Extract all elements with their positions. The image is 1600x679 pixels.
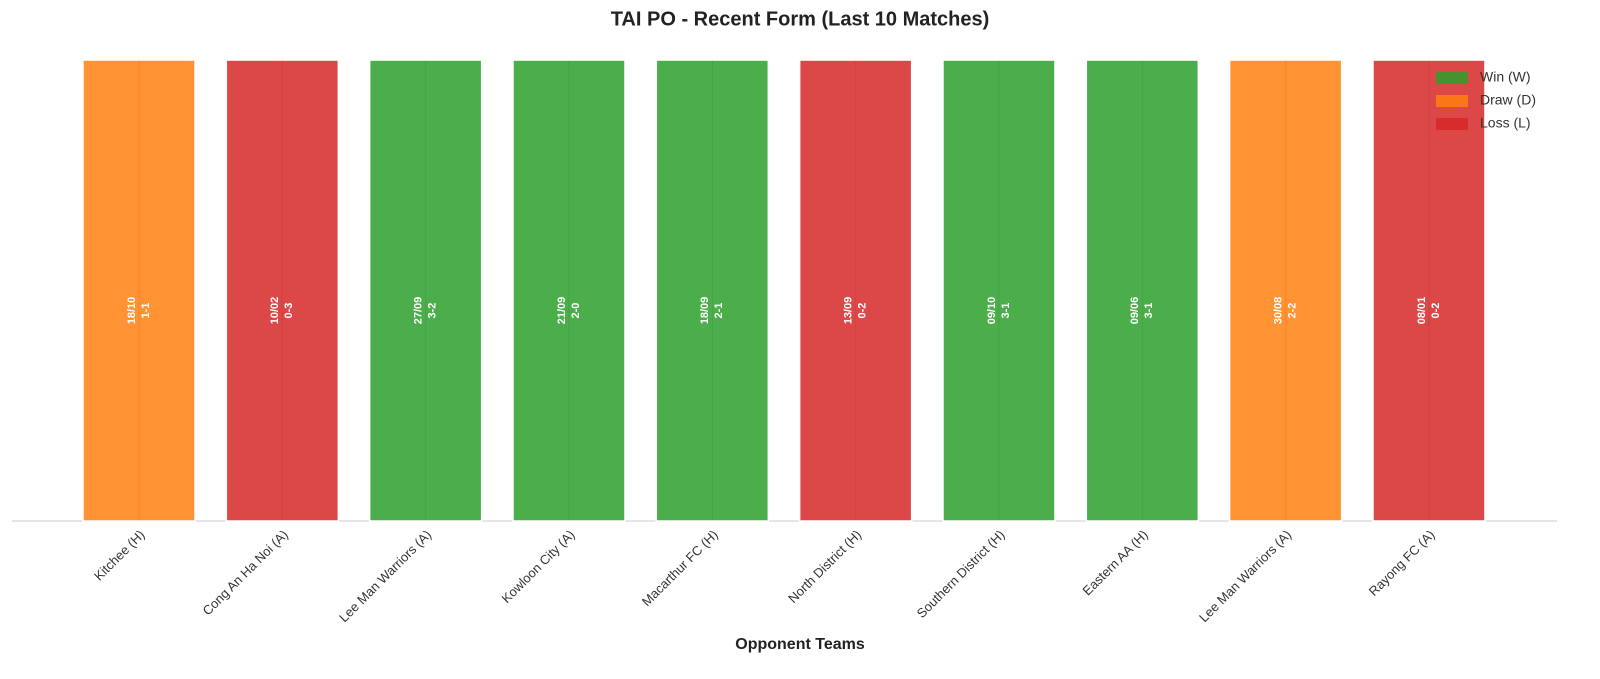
bar-date-label: 30/08: [1273, 297, 1285, 325]
x-tick-label: Lee Man Warriors (A): [1196, 527, 1294, 625]
bar: [368, 59, 483, 522]
bar-score-label: 3-1: [1143, 303, 1155, 319]
bar: [655, 59, 770, 522]
bar-date-label: 21/09: [556, 297, 568, 325]
bar-score-label: 1-1: [140, 303, 152, 319]
bar: [225, 59, 340, 522]
x-tick-label: Kowloon City (A): [498, 527, 577, 606]
legend-swatch: [1436, 72, 1468, 84]
legend-label: Draw (D): [1480, 92, 1536, 108]
bar: [798, 59, 913, 522]
x-tick-label: Cong An Ha Noi (A): [200, 527, 291, 618]
bar-score-label: 3-2: [427, 303, 439, 319]
bar-date-label: 27/09: [413, 297, 425, 325]
bar: [1228, 59, 1343, 522]
legend-label: Loss (L): [1480, 115, 1531, 131]
bar-date-label: 18/09: [699, 297, 711, 325]
chart-title: TAI PO - Recent Form (Last 10 Matches): [611, 8, 990, 30]
bar: [942, 59, 1056, 522]
bar-date-label: 18/10: [126, 297, 138, 325]
bar-score-label: 2-0: [570, 303, 582, 319]
legend-swatch: [1436, 118, 1468, 130]
x-tick-label: Macarthur FC (H): [639, 527, 721, 609]
bar-score-label: 0-2: [857, 303, 869, 319]
bar-date-label: 09/10: [986, 297, 998, 325]
bar-score-label: 0-2: [1430, 303, 1442, 319]
bar-score-label: 3-1: [1000, 303, 1012, 319]
bar-score-label: 0-3: [283, 303, 295, 319]
legend-label: Win (W): [1480, 69, 1531, 85]
bar-score-label: 2-1: [713, 303, 725, 319]
bar-date-label: 10/02: [269, 297, 281, 325]
bar-score-label: 2-2: [1287, 303, 1299, 319]
x-axis-label: Opponent Teams: [735, 636, 865, 653]
bar: [82, 59, 196, 522]
bar: [1085, 59, 1200, 522]
x-tick-label: Lee Man Warriors (A): [336, 527, 434, 625]
bar: [1372, 59, 1486, 522]
x-tick-label: Southern District (H): [914, 527, 1008, 621]
bar: [512, 59, 626, 522]
legend-swatch: [1436, 95, 1468, 107]
bar-date-label: 13/09: [843, 297, 855, 325]
bar-date-label: 09/06: [1129, 297, 1141, 325]
bar-date-label: 08/01: [1416, 297, 1428, 325]
x-tick-label: Rayong FC (A): [1366, 527, 1438, 599]
x-tick-label: Kitchee (H): [91, 527, 148, 584]
x-tick-label: Eastern AA (H): [1079, 527, 1150, 598]
x-tick-label: North District (H): [785, 527, 864, 606]
